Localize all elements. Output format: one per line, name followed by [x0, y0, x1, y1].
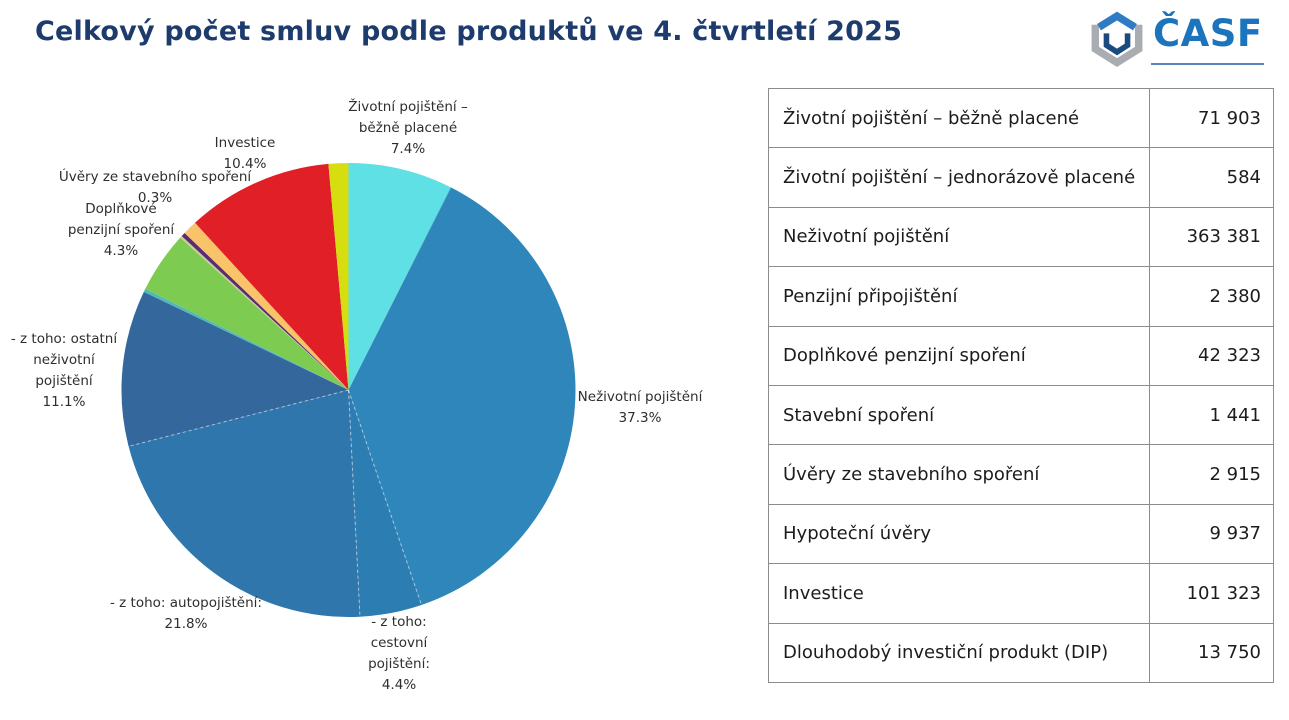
pie-label-uvery: Úvěry ze stavebního spoření 0.3% [45, 167, 265, 209]
pie-label-pct: 11.1% [42, 393, 86, 410]
pie-slice-3 [348, 390, 422, 617]
table-row: Investice 101 323 [768, 563, 1274, 624]
pie-label-text: - z toho: ostatní neživotní pojištění [10, 331, 118, 389]
logo-underline [1151, 63, 1264, 65]
pie-chart [121, 163, 576, 618]
pie-label-pct: 7.4% [390, 140, 426, 157]
pie-slice-5 [121, 291, 349, 447]
page-title: Celkový počet smluv podle produktů ve 4.… [35, 16, 903, 47]
pie-slice-10 [184, 222, 349, 390]
pie-slice-separator [128, 389, 349, 447]
table-row: Životní pojištění – jednorázově placené 5… [768, 147, 1274, 208]
pie-label-auto: - z toho: autopojištění: 21.8% [93, 593, 279, 635]
pie-slice-separator [348, 389, 422, 606]
table-cell-product: Úvěry ze stavebního spoření [768, 444, 1150, 505]
table-cell-value: 71 903 [1149, 87, 1274, 149]
table-cell-product: Životní pojištění – jednorázově placené [768, 147, 1150, 208]
table-cell-value: 2 915 [1149, 444, 1274, 505]
pie-chart-area: Životní pojištění – běžně placené 7.4% I… [0, 80, 730, 720]
pie-slice-2 [348, 187, 576, 605]
pie-label-ostatni: - z toho: ostatní neživotní pojištění 11… [3, 329, 125, 413]
pie-slice-separator [348, 389, 361, 617]
table-cell-value: 363 381 [1149, 206, 1274, 268]
pie-slice-8 [180, 236, 349, 390]
table-row: Úvěry ze stavebního spoření 2 915 [768, 444, 1274, 505]
table-cell-product: Hypoteční úvěry [768, 503, 1150, 565]
pie-slice-6 [143, 288, 349, 390]
table-row: Stavební spoření 1 441 [768, 384, 1274, 446]
table-row: Neživotní pojištění 363 381 [768, 206, 1274, 268]
table-cell-product: Neživotní pojištění [768, 206, 1150, 268]
products-table-wrap: Životní pojištění – běžně placené 71 903 Ž… [768, 87, 1274, 683]
table-cell-product: Životní pojištění – běžně placené [768, 87, 1150, 149]
pie-slice-11 [195, 163, 349, 390]
pie-slice-4 [128, 390, 360, 618]
pie-slice-1 [348, 187, 452, 390]
pie-slice-12 [328, 163, 349, 390]
pie-label-text: Úvěry ze stavebního spoření [58, 169, 252, 185]
table-cell-value: 2 380 [1149, 266, 1274, 327]
table-cell-value: 9 937 [1149, 503, 1274, 565]
pie-label-text: Investice [214, 135, 276, 151]
pie-label-cestovni: - z toho: cestovní pojištění: 4.4% [353, 612, 445, 696]
pie-label-text: - z toho: autopojištění: [110, 595, 262, 611]
table-row: Hypoteční úvěry 9 937 [768, 503, 1274, 565]
pie-label-investice: Investice 10.4% [205, 133, 285, 175]
pie-slice-7 [145, 237, 349, 390]
casf-logo: ČASF [1086, 6, 1264, 72]
pie-label-pct: 4.3% [103, 242, 139, 259]
pie-label-zivotni-bezne: Životní pojištění – běžně placené 7.4% [343, 97, 473, 160]
table-cell-product: Investice [768, 563, 1150, 624]
products-table-body: Životní pojištění – běžně placené 71 903 Ž… [768, 87, 1274, 683]
pie-label-dps: Doplňkové penzijní spoření 4.3% [60, 199, 182, 262]
table-row: Doplňkové penzijní spoření 42 323 [768, 325, 1274, 386]
table-cell-product: Penzijní připojištění [768, 266, 1150, 327]
pie-label-text: Doplňkové penzijní spoření [67, 201, 175, 238]
table-cell-product: Dlouhodobý investiční produkt (DIP) [768, 622, 1150, 683]
pie-label-pct: 10.4% [223, 155, 267, 172]
pie-label-text: - z toho: cestovní pojištění: [368, 614, 430, 672]
pie-slice-0 [348, 163, 451, 390]
table-row: Penzijní připojištění 2 380 [768, 266, 1274, 327]
table-cell-product: Doplňkové penzijní spoření [768, 325, 1150, 386]
products-table: Životní pojištění – běžně placené 71 903 Ž… [768, 87, 1274, 683]
pie-label-pct: 4.4% [381, 676, 417, 693]
table-cell-value: 101 323 [1149, 563, 1274, 624]
pie-label-pct: 0.3% [137, 189, 173, 206]
table-cell-value: 584 [1149, 147, 1274, 208]
table-row: Životní pojištění – běžně placené 71 903 [768, 87, 1274, 149]
pie-slice-9 [181, 232, 349, 390]
logo-text: ČASF [1153, 12, 1263, 55]
pie-label-text: Neživotní pojištění [577, 389, 703, 405]
pie-label-pct: 21.8% [164, 615, 208, 632]
pie-label-pct: 37.3% [618, 409, 662, 426]
table-cell-product: Stavební spoření [768, 384, 1150, 446]
table-cell-value: 42 323 [1149, 325, 1274, 386]
pie-label-text: Životní pojištění – běžně placené [348, 99, 468, 136]
table-cell-value: 1 441 [1149, 384, 1274, 446]
table-cell-value: 13 750 [1149, 622, 1274, 683]
pie-label-nezivotni: Neživotní pojištění 37.3% [572, 387, 708, 429]
table-row: Dlouhodobý investiční produkt (DIP) 13 75… [768, 622, 1274, 683]
hexagon-logo-icon [1091, 11, 1143, 67]
